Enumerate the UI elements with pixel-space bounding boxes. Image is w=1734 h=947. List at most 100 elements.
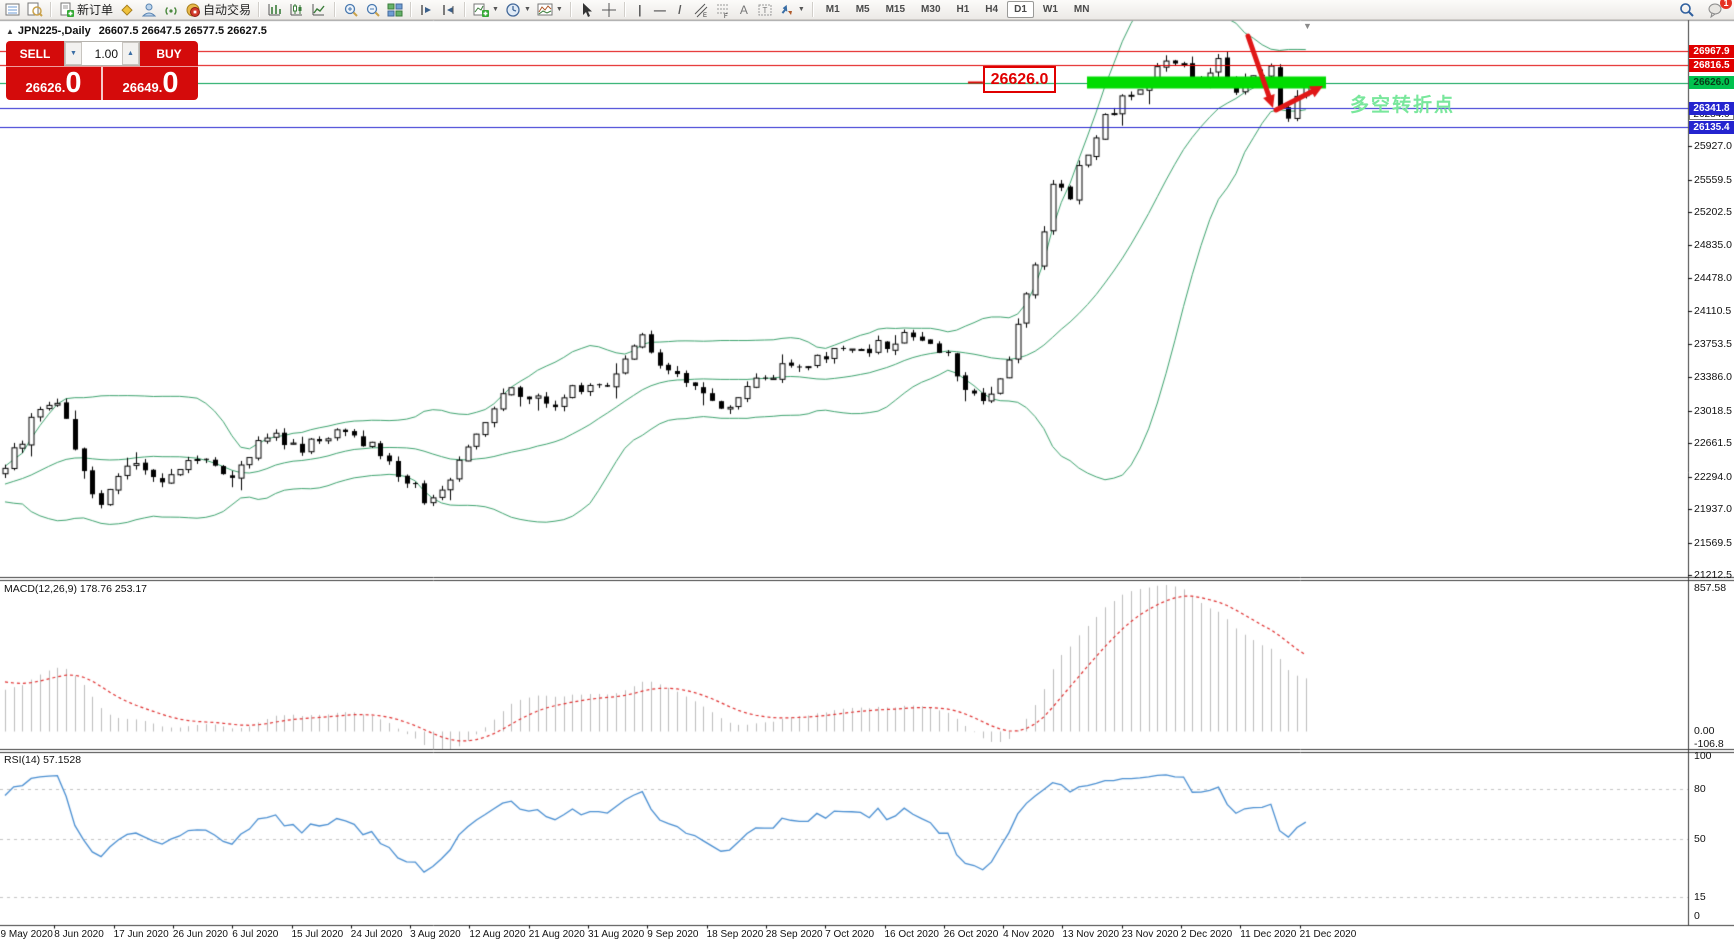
price-axis-tick: 25202.5 (1694, 206, 1732, 218)
date-axis-label: 15 Jul 2020 (291, 929, 344, 940)
buy-price-small: 26649. (122, 80, 163, 95)
timeframe-d1[interactable]: D1 (1007, 1, 1034, 18)
candlestick-button[interactable] (286, 1, 308, 19)
price-axis-tick: 25559.5 (1694, 173, 1732, 186)
person-icon (141, 2, 157, 18)
new-order-button[interactable]: 新订单 (56, 1, 116, 19)
horizontal-line-button[interactable]: — (650, 1, 670, 19)
macd-indicator-label: MACD(12,26,9) 178.76 253.17 (4, 583, 148, 595)
zoom-in-icon (343, 2, 359, 18)
price-axis-tick: 24835.0 (1694, 239, 1732, 252)
autotrading-button[interactable]: 自动交易 (182, 1, 254, 19)
date-axis-label: 12 Aug 2020 (469, 929, 526, 940)
tile-windows-button[interactable] (384, 1, 406, 19)
chart-annotation-text[interactable]: 多空转折点 (1350, 95, 1456, 116)
signals-button[interactable] (160, 1, 182, 19)
date-axis-label: 8 Jun 2020 (54, 929, 104, 940)
search-icon (1679, 2, 1695, 18)
one-click-collapse-icon[interactable]: ▲ (6, 27, 14, 36)
new-order-label: 新订单 (77, 3, 114, 17)
timeframe-w1[interactable]: W1 (1042, 4, 1058, 15)
date-axis-label: 4 Nov 2020 (1003, 929, 1055, 940)
rsi-axis-label: 0 (1694, 910, 1700, 922)
sell-button[interactable]: SELL (19, 46, 51, 61)
date-axis-label: 7 Oct 2020 (825, 929, 875, 940)
chat-icon (1707, 2, 1723, 18)
cursor-icon (579, 2, 595, 18)
rsi-axis-label: 100 (1694, 750, 1712, 762)
autotrading-icon (185, 2, 201, 18)
crosshair-button[interactable] (598, 1, 620, 19)
notification-badge: 1 (1720, 0, 1732, 9)
timeframe-h1[interactable]: H1 (956, 4, 970, 15)
bar-chart-icon (267, 2, 283, 18)
volume-increase-button[interactable]: ▲ (122, 42, 139, 65)
date-axis-label: 16 Oct 2020 (884, 929, 939, 940)
date-axis-label: 21 Dec 2020 (1299, 929, 1357, 940)
text-label-button[interactable]: T (754, 1, 776, 19)
fibonacci-button[interactable]: F (712, 1, 734, 19)
toolbar-separator (50, 2, 52, 17)
community-button[interactable] (138, 1, 160, 19)
trendline-button[interactable]: / (670, 1, 690, 19)
market-button[interactable] (116, 1, 138, 19)
price-axis-tick: 24110.5 (1694, 305, 1732, 318)
date-axis-label: 18 Sep 2020 (706, 929, 764, 940)
sell-price[interactable]: 26626. 0 (6, 67, 101, 100)
market-watch-icon (5, 2, 21, 18)
line-chart-icon (311, 2, 327, 18)
price-axis-tick: 23386.0 (1694, 371, 1732, 384)
date-axis-label: 31 Aug 2020 (588, 929, 645, 940)
data-window-button[interactable] (24, 1, 46, 19)
buy-price[interactable]: 26649. 0 (103, 67, 198, 100)
fibonacci-icon: F (715, 2, 731, 18)
chart-shift-marker-icon[interactable]: ▼ (1303, 21, 1312, 31)
zoom-in-button[interactable] (340, 1, 362, 19)
channel-icon: E (693, 2, 709, 18)
price-axis-tick: 23018.5 (1694, 404, 1732, 417)
toolbar: 新订单 自动交易 ▼ ▼ ▼ | — / E F A T ▼ (0, 0, 1734, 20)
buy-button[interactable]: BUY (156, 46, 182, 61)
timeframe-m5[interactable]: M5 (855, 4, 870, 15)
templates-button[interactable]: ▼ (534, 1, 566, 19)
timeframe-m1[interactable]: M1 (825, 4, 840, 15)
indicators-icon (473, 2, 490, 18)
timeframe-h4[interactable]: H4 (985, 4, 999, 15)
search-button[interactable] (1676, 1, 1698, 19)
indicators-button[interactable]: ▼ (470, 1, 502, 19)
vertical-line-button[interactable]: | (630, 1, 650, 19)
timeframe-mn[interactable]: MN (1073, 4, 1090, 15)
chart-shift-button[interactable] (438, 1, 460, 19)
timeframe-m30[interactable]: M30 (921, 4, 941, 15)
date-axis-label: 26 Oct 2020 (943, 929, 999, 940)
price-axis-tick: 23753.5 (1694, 337, 1732, 350)
bar-chart-button[interactable] (264, 1, 286, 19)
notifications-button[interactable]: 1 (1704, 0, 1732, 19)
channel-button[interactable]: E (690, 1, 712, 19)
dropdown-caret-icon: ▼ (523, 6, 531, 13)
zoom-out-button[interactable] (362, 1, 384, 19)
trendline-icon: / (678, 2, 682, 17)
vertical-line-icon: | (638, 2, 642, 17)
periods-button[interactable]: ▼ (502, 1, 534, 19)
price-axis-tick: 21569.5 (1694, 536, 1732, 549)
volume-decrease-button[interactable]: ▼ (65, 42, 82, 65)
timeframe-m15[interactable]: M15 (885, 4, 906, 15)
clock-icon (505, 2, 521, 18)
auto-scroll-button[interactable] (416, 1, 438, 19)
crosshair-icon (601, 2, 617, 18)
arrows-button[interactable]: ▼ (776, 1, 808, 19)
cursor-button[interactable] (576, 1, 598, 19)
toolbar-separator (334, 2, 337, 17)
market-watch-button[interactable] (2, 1, 24, 19)
text-button[interactable]: A (734, 1, 754, 19)
one-click-trading-panel: SELL ▼ 1.00 ▲ BUY 26626. 0 26649. 0 (6, 41, 198, 100)
zoom-out-icon (365, 2, 381, 18)
macd-axis-label: 857.58 (1694, 582, 1727, 594)
price-axis-tick: 22294.0 (1694, 470, 1732, 483)
toolbar-separator (623, 2, 626, 17)
line-chart-button[interactable] (308, 1, 330, 19)
volume-input[interactable]: 1.00 (94, 46, 118, 61)
price-level-callout[interactable]: 26626.0 (983, 66, 1056, 93)
